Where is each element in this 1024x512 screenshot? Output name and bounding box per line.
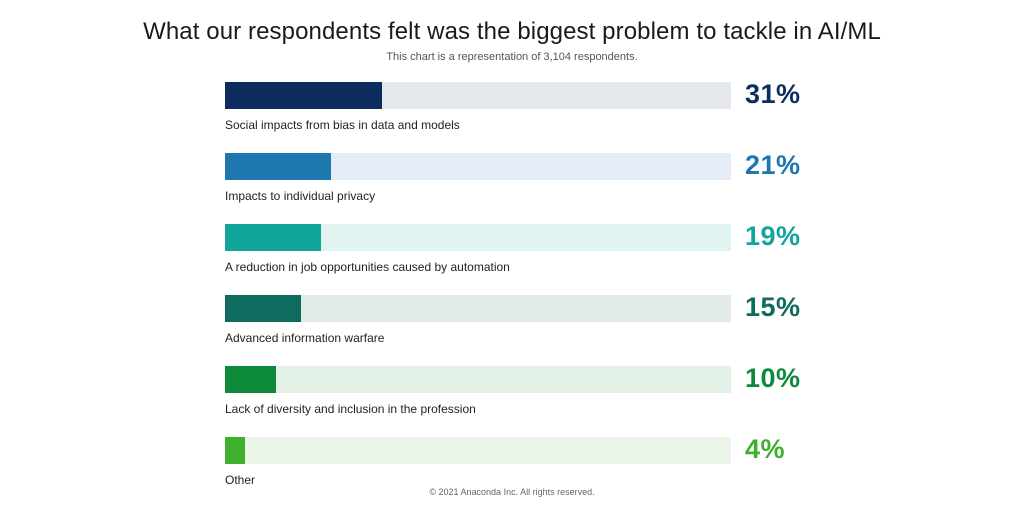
bar-track (225, 153, 731, 180)
bar (225, 153, 332, 180)
bar-row: 15% Advanced information warfare (225, 292, 815, 366)
value-label: 19% (745, 221, 801, 251)
bar-track (225, 82, 731, 109)
bar (225, 437, 246, 464)
bar (225, 82, 382, 109)
bar-row: 4% Other (225, 434, 815, 508)
category-label: Social impacts from bias in data and mod… (225, 118, 460, 132)
bar-track (225, 437, 731, 464)
value-label: 31% (745, 79, 801, 109)
bar-row: 21% Impacts to individual privacy (225, 150, 815, 224)
value-label: 10% (745, 363, 801, 393)
category-label: A reduction in job opportunities caused … (225, 260, 510, 274)
chart-title: What our respondents felt was the bigges… (143, 18, 881, 45)
value-label: 15% (745, 292, 801, 322)
bar-row: 10% Lack of diversity and inclusion in th… (225, 363, 815, 437)
category-label: Other (225, 473, 256, 487)
bar (225, 224, 322, 251)
bar-chart: 31% Social impacts from bias in data and … (225, 79, 815, 508)
bar-track (225, 224, 731, 251)
value-label: 21% (745, 150, 801, 180)
bar-row: 19% A reduction in job opportunities caus… (225, 221, 815, 295)
bar-track (225, 295, 731, 322)
bar-row: 31% Social impacts from bias in data and … (225, 79, 815, 153)
category-label: Impacts to individual privacy (225, 189, 376, 203)
copyright-notice: © 2021 Anaconda Inc. All rights reserved… (429, 487, 595, 497)
bar (225, 366, 276, 393)
chart-subtitle: This chart is a representation of 3,104 … (386, 51, 638, 63)
bar-track (225, 366, 731, 393)
value-label: 4% (745, 434, 786, 464)
category-label: Lack of diversity and inclusion in the p… (225, 402, 476, 416)
category-label: Advanced information warfare (225, 331, 385, 345)
bar (225, 295, 301, 322)
